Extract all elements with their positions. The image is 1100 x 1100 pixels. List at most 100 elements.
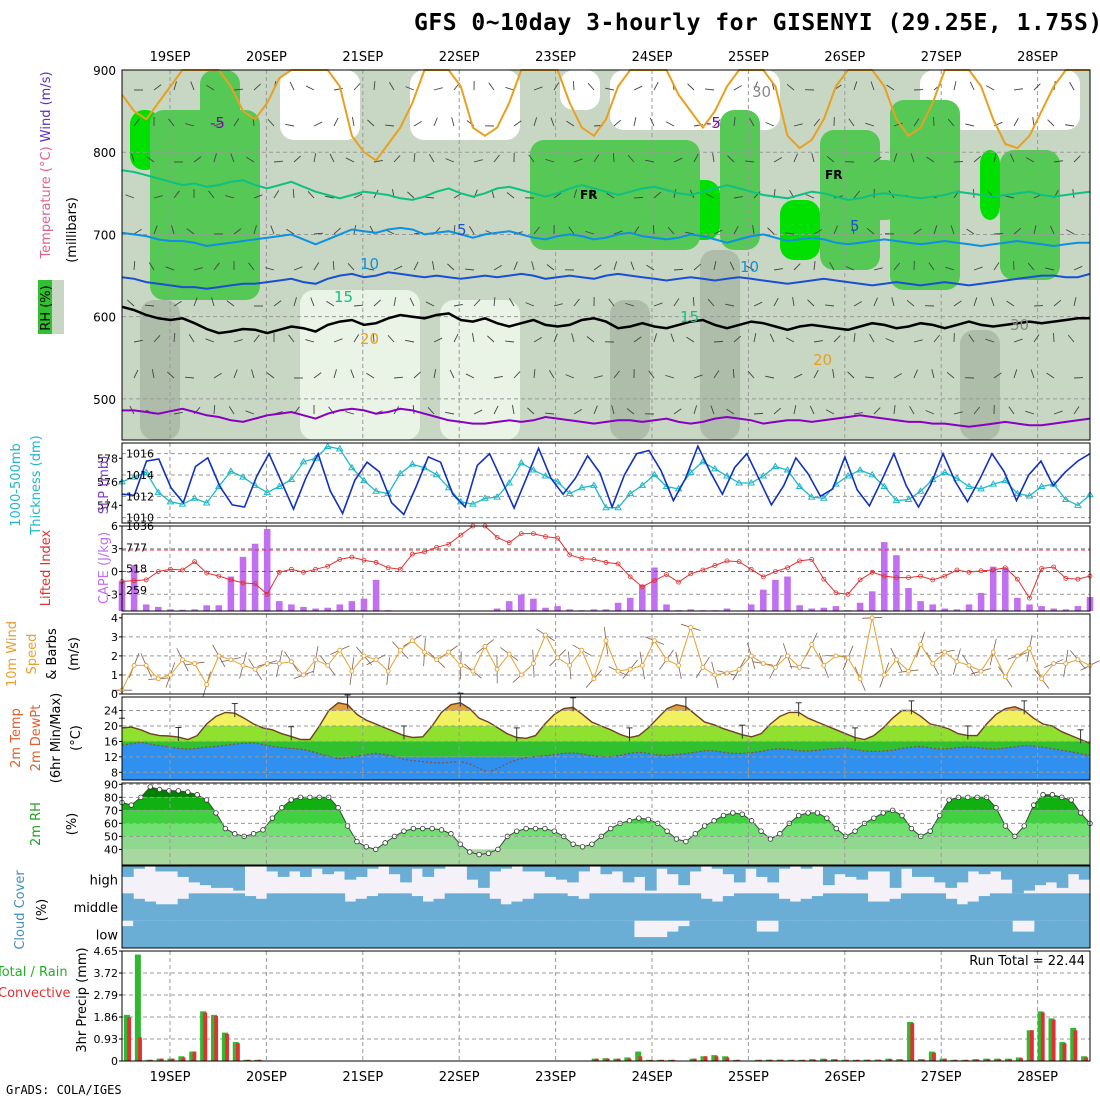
wind-barb [645,159,655,163]
cloud-bar [233,920,245,948]
cloud-bar [956,866,969,883]
wind-barb [168,118,175,127]
wind-barb [493,154,500,163]
wind10m-point [252,666,258,672]
wind-barb [667,226,675,235]
precip-total-bar [189,1051,196,1061]
rh-point [335,805,341,811]
cloud-bar [756,866,768,877]
date-label-top: 23SEP [535,50,576,65]
cloud-bar [1045,920,1058,948]
rh-point [532,825,539,832]
precip-legend-convective: Convective [0,986,71,1001]
rh-point [344,823,351,829]
wind-barb [1025,157,1035,163]
cloud-bar [411,896,424,921]
wind-barb [310,297,315,307]
wind10m-point [930,661,936,666]
cloud-bar [422,920,435,948]
cloud-bar [1045,893,1058,921]
wind10m-point [591,676,597,682]
wind-barb [652,224,655,235]
wind-barb [1069,81,1075,91]
cloud-bar [767,931,780,948]
wind-barb [749,117,755,127]
thickness-point [178,500,187,507]
precip-convective-bar [594,1058,599,1061]
cloud-bar [455,893,468,921]
cloud-bar [389,866,401,875]
date-label-bottom: 26SEP [824,1070,865,1085]
lifted-index-point [869,569,875,575]
cape-bar [977,592,985,611]
wind-barb [131,153,135,163]
wind-barb [266,372,275,379]
cloud-bar [333,920,346,948]
rh-point [194,792,200,798]
precip-convective-bar [257,1059,262,1061]
wind-barb [933,225,938,235]
wind-barb [167,371,175,379]
cloud-bar [466,866,479,880]
cloud-bar [923,893,935,921]
rh-point [589,841,595,847]
wind-barb [833,335,841,343]
wind10m-point [494,666,500,672]
wind-barb [1006,300,1015,307]
cloud-bar [667,893,679,921]
cloud-bar [1000,866,1013,880]
wind-barb [811,153,815,163]
cape-bar [868,591,876,611]
cape-bar [784,576,791,611]
lifted-index-point [180,567,185,573]
thickness-point [783,466,792,473]
wind-barb [186,228,195,235]
wind-barb [533,369,536,379]
wind-barb [913,228,922,235]
wind-barb [813,229,823,235]
thickness-point [614,503,622,511]
lifted-index-point [361,557,367,563]
precip-convective-bar [192,1051,197,1061]
wind-barb [973,155,982,163]
wind-barb [732,368,735,379]
rh-point [457,841,464,847]
thickness-point [517,459,526,466]
precip-convective-bar [127,1017,132,1061]
cloud-bar [144,901,156,921]
wind-barb [449,369,455,379]
wind-barb [345,157,355,163]
lifted-index-point [567,552,573,558]
wind-barb [488,82,495,91]
cloud-bar [355,898,368,921]
cape-bar [808,608,815,611]
wind-barb [133,369,139,379]
cloud-bar [633,893,646,921]
wind-barb [533,117,538,127]
cloud-bar [1012,931,1024,948]
wind-barb [385,124,395,127]
wind-barb [673,298,680,307]
cloud-bar [822,893,835,921]
wind-barb [553,333,558,343]
wind-barb [886,84,895,91]
wind-barb [926,156,935,163]
cloud-bar [489,920,501,948]
wind-barb [305,339,315,343]
wind-barb [353,193,363,199]
cloud-bar [400,920,412,948]
wind-barb [213,262,220,271]
wind-barb [653,81,659,91]
cape-bar [312,608,319,611]
thickness-tick: 574 [97,499,118,512]
wind-barb [573,189,578,199]
wind-barb [332,260,335,271]
rh-point [1021,823,1027,829]
wind-barb [125,194,135,199]
dewpoint-area [122,742,1090,780]
date-label-bottom: 27SEP [921,1070,962,1085]
wind-barb [505,340,515,343]
wind10m-point [881,672,887,678]
wind-barb [173,332,176,343]
wind-barb [993,262,1000,271]
